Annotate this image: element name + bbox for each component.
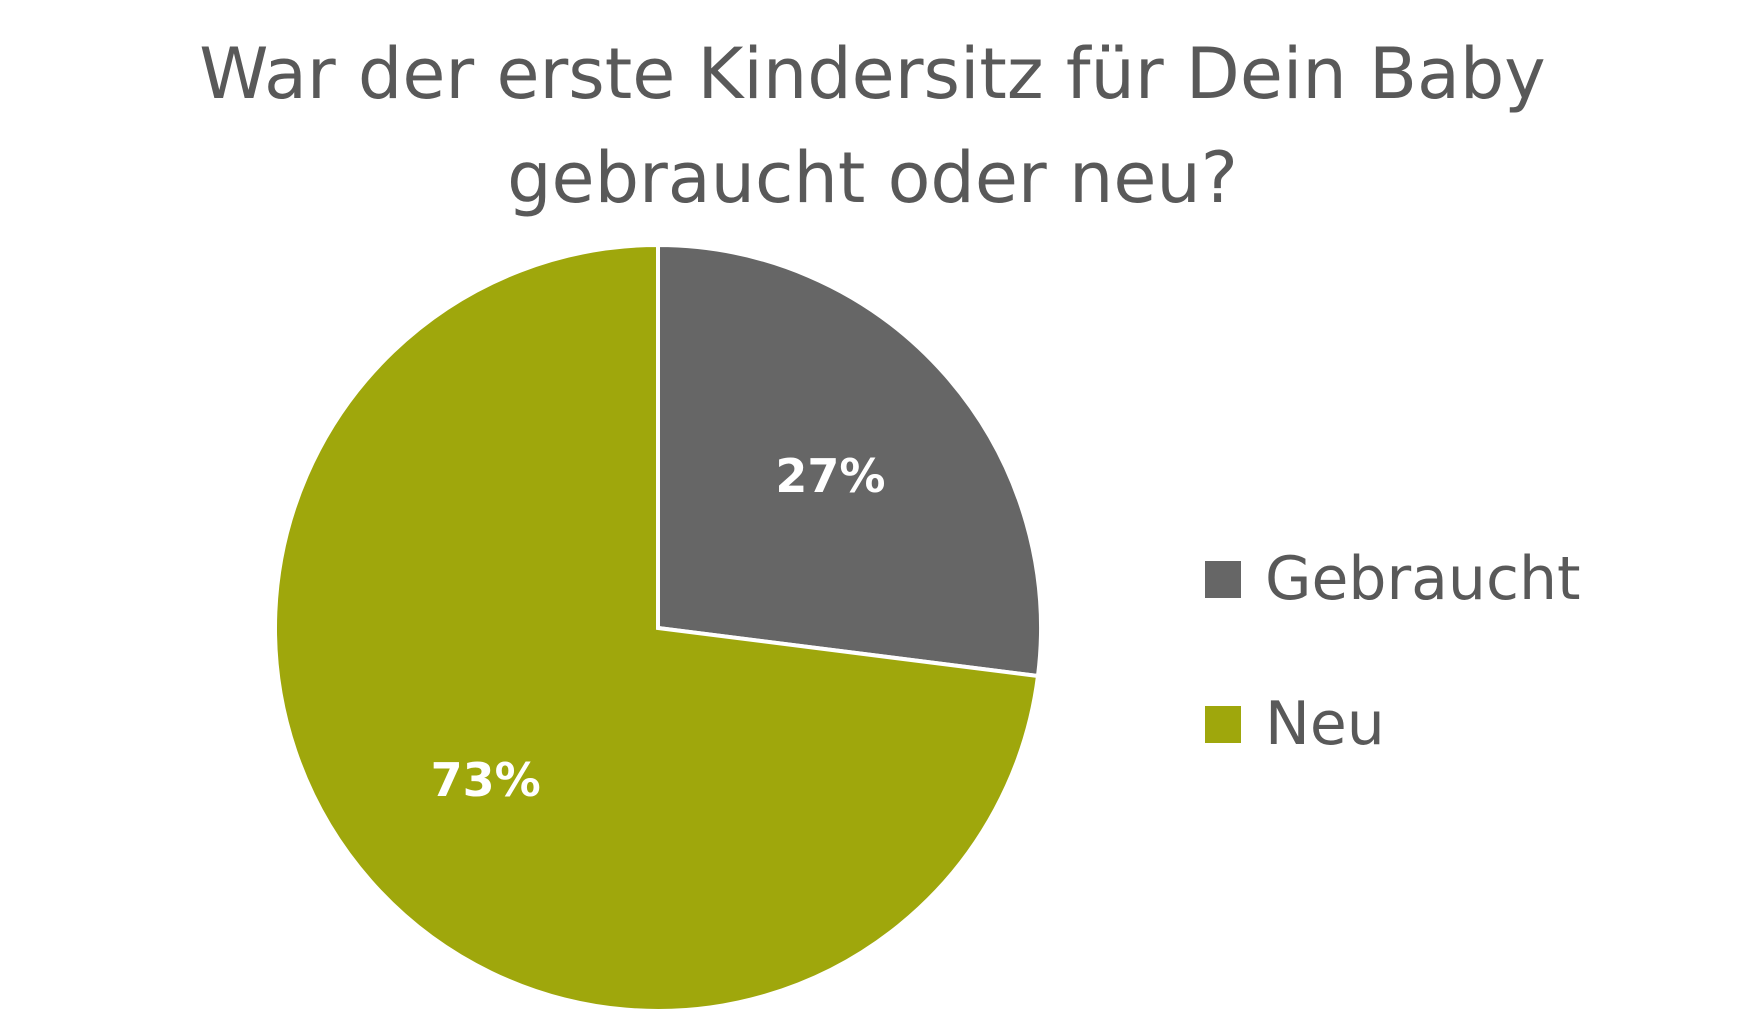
- legend-label-neu: Neu: [1265, 689, 1385, 759]
- chart-title-line-2: gebraucht oder neu?: [507, 137, 1238, 219]
- legend-swatch-neu: [1205, 705, 1241, 743]
- chart-title: War der erste Kindersitz für Dein Baby g…: [0, 22, 1745, 230]
- pie-slice-neu: [273, 242, 1041, 1013]
- chart-title-line-1: War der erste Kindersitz für Dein Baby: [199, 33, 1546, 115]
- legend-item-neu: Neu: [1205, 694, 1385, 754]
- pie-slice-gebraucht: [656, 242, 1043, 679]
- legend-swatch-gebraucht: [1205, 560, 1241, 598]
- legend-label-gebraucht: Gebraucht: [1265, 544, 1581, 614]
- data-label-gebraucht: 27%: [775, 449, 885, 503]
- data-label-neu: 73%: [431, 753, 541, 807]
- legend-item-gebraucht: Gebraucht: [1205, 549, 1581, 609]
